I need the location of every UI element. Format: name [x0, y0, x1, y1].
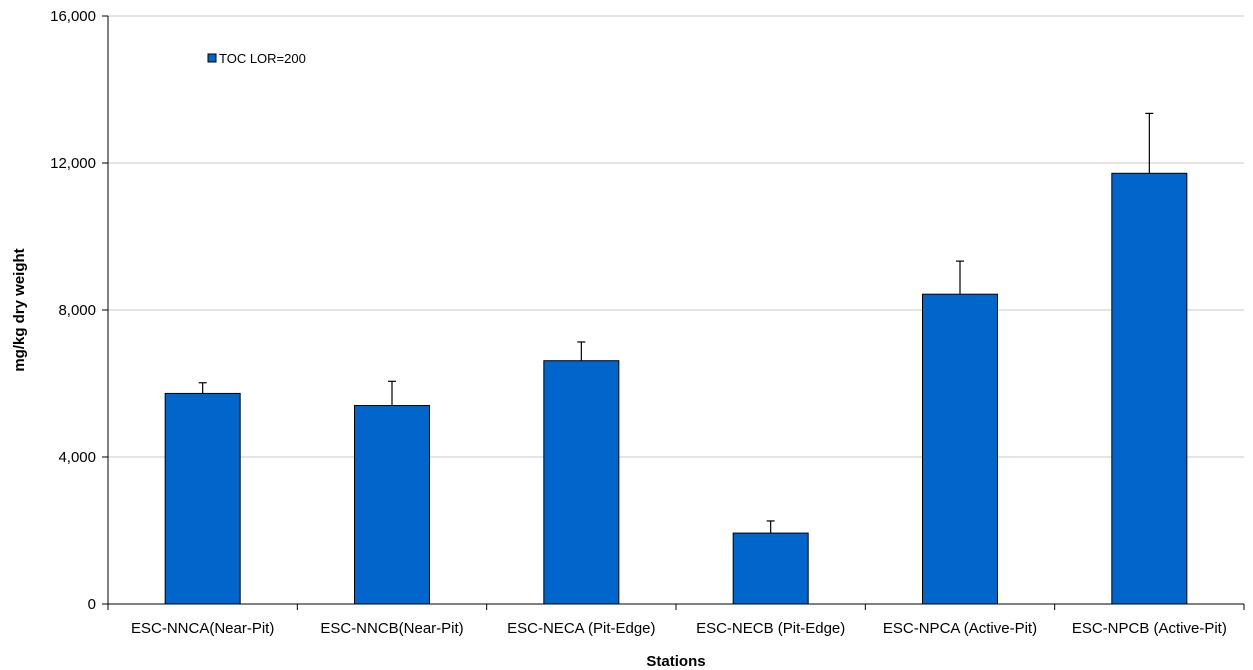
x-tick-labels: ESC-NNCA(Near-Pit) ESC-NNCB(Near-Pit) ESC-… — [131, 620, 1227, 637]
y-axis-title: mg/kg dry weight — [11, 248, 28, 371]
y-tick-label: 16,000 — [50, 8, 96, 25]
axes — [102, 15, 1245, 610]
bar — [543, 360, 620, 605]
legend-label: TOC LOR=200 — [219, 51, 306, 66]
y-tick-label: 8,000 — [58, 302, 96, 319]
y-tick-label: 12,000 — [50, 155, 96, 172]
x-tick-label: ESC-NECA (Pit-Edge) — [507, 620, 655, 637]
x-tick-label: ESC-NPCB (Active-Pit) — [1072, 620, 1227, 637]
bar — [354, 405, 430, 605]
x-axis-title: Stations — [646, 653, 705, 670]
x-tick-label: ESC-NNCB(Near-Pit) — [320, 620, 463, 637]
legend-swatch — [207, 53, 217, 63]
bar — [164, 392, 241, 605]
y-tick-label: 0 — [88, 596, 96, 613]
error-bars — [198, 112, 1154, 534]
gridlines — [108, 15, 1244, 458]
bar — [1111, 172, 1188, 605]
x-tick-label: ESC-NNCA(Near-Pit) — [131, 620, 274, 637]
bar — [732, 532, 809, 605]
y-tick-labels: 0 4,000 8,000 12,000 16,000 — [50, 8, 96, 613]
x-tick-label: ESC-NECB (Pit-Edge) — [696, 620, 845, 637]
y-tick-label: 4,000 — [58, 449, 96, 466]
bars — [164, 172, 1188, 605]
legend: TOC LOR=200 — [207, 51, 306, 66]
x-tick-label: ESC-NPCA (Active-Pit) — [883, 620, 1037, 637]
bar — [922, 293, 998, 605]
